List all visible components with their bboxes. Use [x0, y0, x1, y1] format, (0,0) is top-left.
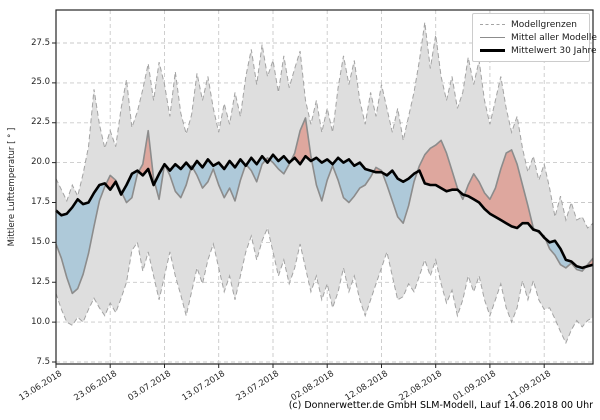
- axis-ticks: [52, 42, 545, 368]
- black-line-icon: [480, 49, 505, 52]
- model-range-upper-line: [55, 22, 594, 229]
- copyright-caption: (c) Donnerwetter.de GmbH SLM-Modell, Lau…: [288, 400, 593, 411]
- legend-item-model-mean: Mittel aller Modelle: [480, 31, 597, 44]
- y-tick-label: 25.0: [31, 77, 50, 88]
- legend-label: Mittel aller Modelle: [511, 32, 597, 43]
- y-tick-label: 15.0: [31, 236, 50, 247]
- cool-anomaly-fill: [56, 154, 586, 294]
- dashed-line-icon: [480, 24, 505, 25]
- legend-item-30y-mean: Mittelwert 30 Jahre: [480, 44, 597, 57]
- legend-label: Mittelwert 30 Jahre: [511, 45, 597, 56]
- warm-anomaly-fill: [105, 118, 594, 267]
- y-axis-title: Mittlere Lufttemperatur [ ° ]: [7, 127, 17, 247]
- plot-border: [55, 9, 594, 365]
- y-tick-label: 7.5: [36, 356, 50, 367]
- mean-30y-line: [55, 153, 594, 270]
- model-mean-line: [55, 117, 594, 295]
- gray-line-icon: [480, 37, 505, 38]
- legend: Modellgrenzen Mittel aller Modelle Mitte…: [472, 13, 597, 62]
- y-tick-label: 17.5: [31, 197, 50, 207]
- legend-item-model-bounds: Modellgrenzen: [480, 18, 582, 31]
- y-tick-label: 22.5: [31, 117, 50, 128]
- y-tick-label: 27.5: [31, 37, 50, 48]
- y-tick-label: 20.0: [31, 157, 50, 168]
- legend-label: Modellgrenzen: [511, 19, 577, 30]
- y-tick-label: 10.0: [31, 316, 50, 327]
- y-tick-label: 12.5: [31, 276, 50, 287]
